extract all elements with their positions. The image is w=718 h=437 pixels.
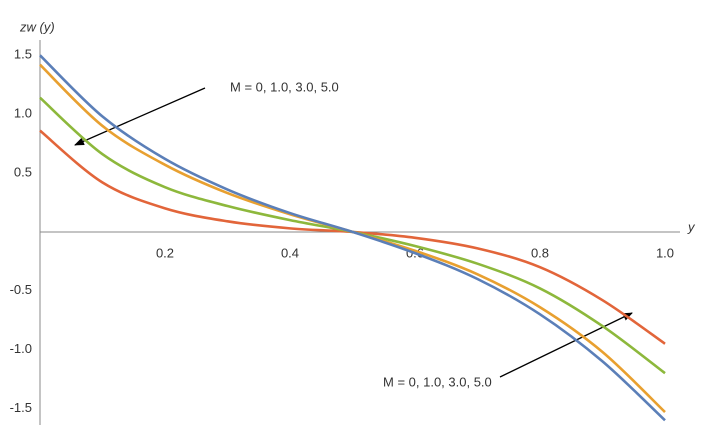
y-tick-label: -0.5 <box>10 282 32 297</box>
y-tick-label: 1.0 <box>14 106 32 121</box>
x-tick-label: 0.2 <box>156 245 174 260</box>
x-tick-label: 1.0 <box>656 245 674 260</box>
annotation: M = 0, 1.0, 3.0, 5.0 <box>230 79 339 94</box>
series-line <box>39 129 666 345</box>
y-tick-label: -1.0 <box>10 341 32 356</box>
x-tick-label: 0.4 <box>281 245 299 260</box>
series-line <box>39 63 666 413</box>
y-tick-label: -1.5 <box>10 400 32 415</box>
series-line <box>39 54 666 422</box>
y-tick-label: 1.5 <box>14 47 32 62</box>
x-tick-label: 0.8 <box>531 245 549 260</box>
x-axis-label: y <box>687 219 696 234</box>
annotation-arrow <box>499 312 633 378</box>
annotation-arrow <box>74 87 206 146</box>
y-axis-label: zw (y) <box>19 19 55 34</box>
y-tick-label: 0.5 <box>14 164 32 179</box>
annotation: M = 0, 1.0, 3.0, 5.0 <box>383 374 492 389</box>
